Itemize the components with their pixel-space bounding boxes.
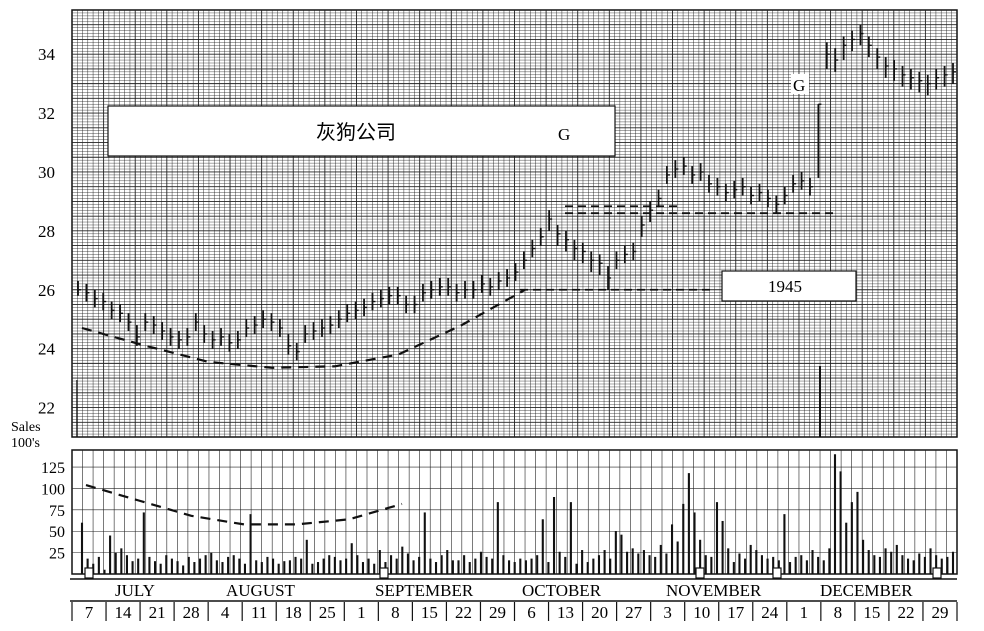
- volume-label-line1: Sales: [11, 420, 41, 435]
- volume-label-line2: 100's: [11, 436, 40, 451]
- price-tick-label: 26: [38, 281, 55, 300]
- week-label: 10: [693, 603, 710, 622]
- week-label: 14: [115, 603, 133, 622]
- time-axis: JULY AUGUST SEPTEMBER OCTOBER NOVEMBER DECEMB…: [70, 567, 958, 622]
- holiday-marker: [695, 567, 705, 579]
- week-label: 18: [285, 603, 302, 622]
- month-label: OCTOBER: [522, 581, 602, 600]
- volume-axis-ticks: 25 50 75 100 125: [41, 460, 65, 563]
- week-label: 1: [357, 603, 366, 622]
- year-label: 1945: [768, 277, 802, 296]
- week-label: 17: [727, 603, 745, 622]
- week-label: 29: [489, 603, 506, 622]
- reference-lines: [76, 205, 838, 526]
- month-label: SEPTEMBER: [375, 581, 474, 600]
- volume-bars: [80, 454, 955, 574]
- week-label: 20: [591, 603, 608, 622]
- month-label: DECEMBER: [820, 581, 913, 600]
- title-box: [107, 105, 616, 157]
- week-label: 11: [251, 603, 267, 622]
- month-label: JULY: [115, 581, 155, 600]
- year-box: [721, 270, 857, 302]
- price-trough-curve: [81, 288, 526, 369]
- price-grid: [71, 9, 958, 438]
- week-label: 8: [834, 603, 843, 622]
- price-axis-ticks: 22 24 26 28 30 32 34: [38, 45, 56, 417]
- week-label: 22: [897, 603, 914, 622]
- volume-tick-label: 75: [49, 503, 65, 520]
- week-label: 15: [421, 603, 438, 622]
- month-label: NOVEMBER: [666, 581, 762, 600]
- week-label: 24: [761, 603, 779, 622]
- volume-tick-label: 50: [49, 524, 65, 541]
- top-letter: G: [793, 76, 805, 95]
- week-label: 8: [391, 603, 400, 622]
- week-label: 7: [85, 603, 94, 622]
- price-tick-label: 30: [38, 163, 55, 182]
- holiday-marker: [84, 567, 94, 579]
- week-label: 6: [527, 603, 536, 622]
- price-tick-label: 32: [38, 104, 55, 123]
- top-letter-bg: [791, 74, 809, 94]
- price-tick-label: 28: [38, 222, 55, 241]
- volume-tick-label: 25: [49, 546, 65, 563]
- week-label: 28: [183, 603, 200, 622]
- week-label: 22: [455, 603, 472, 622]
- month-label: AUGUST: [226, 581, 296, 600]
- price-tick-label: 24: [38, 340, 56, 359]
- price-bars: [77, 24, 956, 361]
- week-label: 1: [800, 603, 809, 622]
- week-label: 29: [931, 603, 948, 622]
- volume-trough-curve: [85, 484, 403, 526]
- volume-tick-label: 125: [41, 460, 65, 477]
- week-label: 3: [663, 603, 672, 622]
- chart-title: 灰狗公司: [316, 120, 396, 144]
- price-tick-label: 34: [38, 45, 56, 64]
- holiday-marker: [932, 567, 942, 579]
- price-tick-label: 22: [38, 399, 55, 418]
- week-label: 21: [149, 603, 166, 622]
- week-label: 4: [221, 603, 230, 622]
- holiday-marker: [772, 567, 782, 579]
- box-letter: G: [558, 125, 570, 144]
- volume-tick-label: 100: [41, 481, 65, 498]
- week-label: 25: [319, 603, 336, 622]
- week-label: 13: [557, 603, 574, 622]
- week-label: 27: [625, 603, 643, 622]
- week-label: 15: [863, 603, 880, 622]
- holiday-marker: [379, 567, 389, 579]
